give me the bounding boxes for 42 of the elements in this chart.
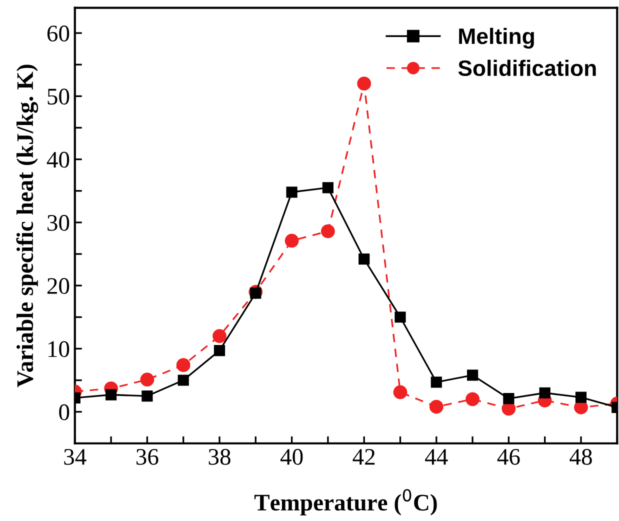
point [140,372,154,387]
x-tick-label: 48 [570,448,592,465]
point [358,253,370,265]
point [178,374,189,386]
point [284,234,299,248]
y-tick-label: 60 [47,26,70,42]
x-axis-title: Temperature ($^{0}$C) [254,489,437,516]
x-tick-label: 44 [425,449,448,465]
y-tick-label: 30 [48,214,70,231]
point [466,392,480,406]
y-tick-label: 10 [48,341,70,358]
point [214,345,226,356]
point [321,224,335,238]
point [429,400,444,414]
point [575,392,587,403]
y-tick-label: 40 [46,152,70,168]
point [212,329,226,344]
x-tick-label: 38 [208,448,230,465]
legend-label: Melting [459,28,534,49]
point [430,376,442,388]
point [503,392,514,404]
y-axis-title: Variable specific heat (kJ/kg. K) [16,64,38,388]
point [466,370,478,381]
x-tick-label: 36 [136,448,158,465]
point [142,390,153,402]
point [394,312,406,323]
x-tick-label: 40 [280,448,303,465]
point [105,389,117,400]
y-tick-label: 20 [47,278,70,294]
point [357,76,372,91]
y-tick-label: 50 [48,88,70,105]
y-tick-label: 0 [59,404,70,420]
legend-label: Solidification [458,60,596,76]
x-tick-label: 42 [352,448,375,465]
point [322,182,334,194]
point [393,385,408,400]
point [176,358,190,372]
point [286,186,298,198]
x-tick-label: 34 [64,448,86,465]
x-tick-label: 46 [497,448,520,465]
point [250,288,262,299]
point [539,387,550,398]
